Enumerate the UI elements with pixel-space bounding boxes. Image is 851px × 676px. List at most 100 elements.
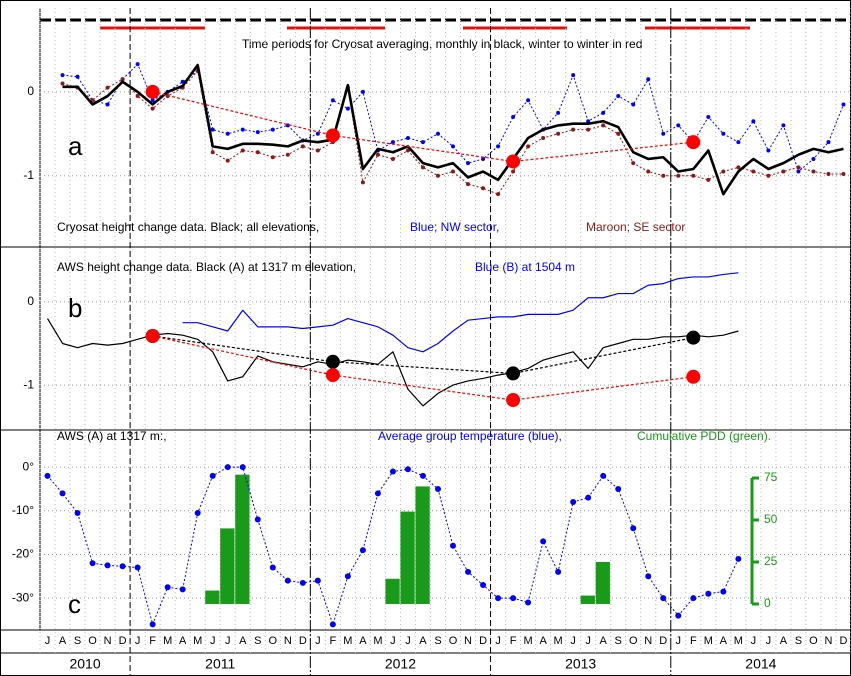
series-point — [706, 115, 711, 120]
series-point — [841, 172, 846, 177]
series-point — [315, 148, 320, 153]
series-point — [345, 106, 350, 111]
series-point — [179, 586, 186, 593]
series-point — [706, 177, 711, 182]
series-point — [135, 94, 140, 99]
series-point — [420, 165, 425, 170]
month-label: J — [585, 635, 591, 647]
series-point — [841, 102, 846, 107]
series-point — [585, 494, 592, 501]
series-point — [59, 490, 66, 497]
series-point — [404, 466, 411, 473]
month-label: J — [405, 635, 411, 647]
annotation: AWS height change data. Black (A) at 131… — [57, 260, 356, 274]
series-point — [526, 144, 531, 149]
series-point — [721, 169, 726, 174]
series-point — [751, 119, 756, 124]
panel-label: b — [68, 293, 82, 323]
series-point — [145, 84, 160, 99]
series-point — [465, 568, 472, 575]
month-label: J — [495, 635, 501, 647]
month-label: M — [343, 635, 352, 647]
series-point — [149, 621, 156, 628]
series-point — [210, 150, 215, 155]
y-tick-label: -1 — [23, 377, 34, 391]
month-label: N — [824, 635, 832, 647]
annotation: Cryosat height change data. Black; all e… — [57, 220, 319, 234]
series-point — [210, 127, 215, 132]
series-point — [240, 148, 245, 153]
series-point — [466, 161, 471, 166]
series-point — [419, 472, 426, 479]
series-point — [811, 156, 816, 161]
series-point — [120, 77, 125, 82]
series-point — [315, 131, 320, 136]
series-point — [466, 182, 471, 187]
month-label: M — [734, 635, 743, 647]
panel-label: a — [68, 131, 83, 161]
series-point — [616, 94, 621, 99]
series-point — [661, 173, 666, 178]
month-label: M — [163, 635, 172, 647]
pdd-bar — [385, 578, 400, 604]
series-point — [691, 173, 696, 178]
series-point — [451, 144, 456, 149]
month-label: A — [359, 635, 367, 647]
series-point — [600, 472, 607, 479]
year-label: 2010 — [69, 656, 100, 672]
pdd-bar — [415, 486, 430, 604]
series-point — [616, 131, 621, 136]
series-point — [525, 599, 532, 606]
series-point — [506, 393, 521, 408]
series-point — [44, 472, 51, 479]
month-label: A — [780, 635, 788, 647]
month-label: J — [766, 635, 772, 647]
y-tick-label: -20° — [12, 547, 34, 561]
series-point — [705, 590, 712, 597]
series-point — [511, 115, 516, 120]
series-line — [62, 63, 844, 173]
series-point — [225, 131, 230, 136]
series-point — [660, 595, 667, 602]
month-label: F — [690, 635, 697, 647]
month-label: N — [464, 635, 472, 647]
series-point — [526, 98, 531, 103]
series-point — [506, 366, 521, 381]
month-label: S — [795, 635, 802, 647]
series-point — [284, 577, 291, 584]
series-point — [135, 62, 140, 67]
pdd-bar — [580, 595, 595, 604]
series-point — [506, 154, 521, 169]
series-point — [541, 135, 546, 140]
series-point — [285, 152, 290, 157]
series-point — [451, 169, 456, 174]
series-point — [359, 547, 366, 554]
series-point — [720, 588, 727, 595]
series-point — [420, 140, 425, 145]
series-point — [631, 102, 636, 107]
series-point — [390, 140, 395, 145]
series-point — [145, 329, 160, 344]
series-point — [570, 499, 577, 506]
series-point — [781, 169, 786, 174]
annotation: Cumulative PDD (green). — [637, 429, 771, 443]
series-point — [676, 123, 681, 128]
series-point — [751, 169, 756, 174]
month-label: F — [329, 635, 336, 647]
series-point — [270, 127, 275, 132]
series-point — [344, 573, 351, 580]
series-point — [375, 152, 380, 157]
series-point — [224, 464, 231, 471]
series-point — [74, 509, 81, 516]
series-point — [735, 555, 742, 562]
y-tick-label: 0° — [23, 459, 35, 473]
month-label: N — [644, 635, 652, 647]
y-tick-label: -30° — [12, 590, 34, 604]
month-label: S — [434, 635, 441, 647]
series-point — [314, 577, 321, 584]
series-point — [104, 562, 111, 569]
month-label: D — [659, 635, 667, 647]
series-point — [450, 542, 457, 549]
series-point — [736, 140, 741, 145]
y-tick-label: -10° — [12, 503, 34, 517]
